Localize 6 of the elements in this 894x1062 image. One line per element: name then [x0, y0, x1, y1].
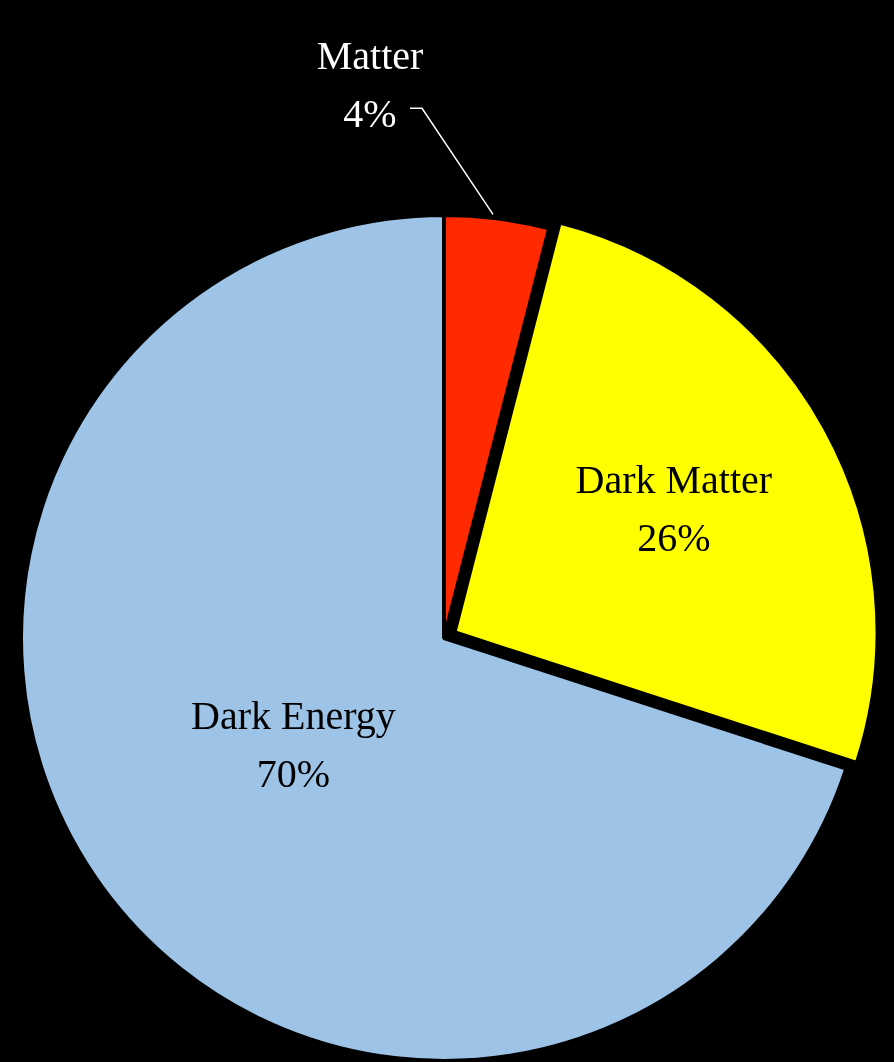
data-label: 4% [343, 90, 397, 136]
data-label: 26% [637, 515, 711, 561]
slice-label: Matter [316, 32, 424, 78]
slice-label: Dark Energy [191, 692, 396, 738]
data-label: 70% [256, 750, 331, 796]
slice-label: Dark Matter [575, 457, 773, 503]
